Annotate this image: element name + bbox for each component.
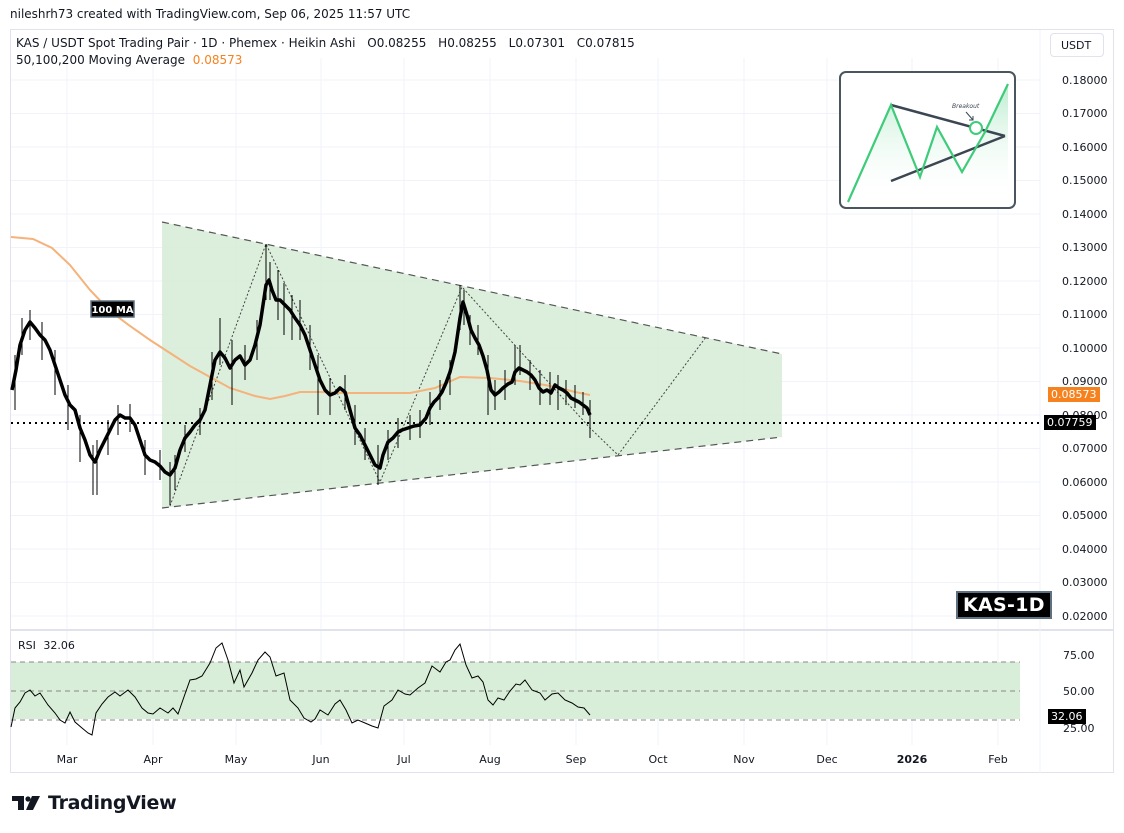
rsi-label-text: RSI	[18, 639, 36, 652]
ohlc-low: L0.07301	[508, 36, 565, 50]
price-tick: 0.11000	[1062, 308, 1108, 321]
rsi-tick: 25.00	[1063, 722, 1095, 735]
tradingview-logo[interactable]: TradingView	[12, 792, 177, 814]
rsi-tick: 75.00	[1063, 649, 1095, 662]
price-tick: 0.06000	[1062, 476, 1108, 489]
price-tick: 0.03000	[1062, 576, 1108, 589]
time-axis[interactable]: Mar Apr May Jun Jul Aug Sep Oct Nov Dec …	[57, 753, 1008, 766]
time-label: Mar	[57, 753, 78, 766]
price-tick: 0.07000	[1062, 442, 1108, 455]
price-tick: 0.02000	[1062, 610, 1108, 623]
rsi-axis[interactable]: 75.00 50.00 25.00	[1063, 649, 1095, 735]
ohlc-close: C0.07815	[576, 36, 635, 50]
price-tick: 0.04000	[1062, 543, 1108, 556]
price-tick: 0.15000	[1062, 174, 1108, 187]
price-tick: 0.09000	[1062, 375, 1108, 388]
time-label: May	[225, 753, 248, 766]
time-label: Oct	[648, 753, 668, 766]
currency-button[interactable]: USDT	[1050, 33, 1104, 57]
ma-indicator-value: 0.08573	[192, 53, 243, 67]
time-label: Dec	[816, 753, 837, 766]
time-label: Sep	[566, 753, 587, 766]
inset-diagram: Breakout	[839, 71, 1016, 209]
time-label: Nov	[733, 753, 755, 766]
symbol-watermark: KAS-1D	[956, 591, 1052, 619]
time-label: Apr	[143, 753, 163, 766]
time-label: Jun	[311, 753, 329, 766]
chart-credit: nileshrh73 created with TradingView.com,…	[10, 7, 411, 21]
symbol-title[interactable]: KAS / USDT Spot Trading Pair · 1D · Phem…	[16, 36, 356, 50]
tradingview-logo-icon	[12, 796, 40, 810]
price-tick: 0.12000	[1062, 275, 1108, 288]
upper-trendline[interactable]	[161, 221, 783, 355]
rsi-levels	[11, 661, 1020, 721]
ma-indicator-label[interactable]: 50,100,200 Moving Average	[16, 53, 185, 67]
ohlc-high: H0.08255	[438, 36, 497, 50]
rsi-tick: 50.00	[1063, 685, 1095, 698]
price-axis[interactable]: 0.18000 0.17000 0.16000 0.15000 0.14000 …	[1062, 74, 1108, 623]
rsi-label-value: 32.06	[43, 639, 75, 652]
triangle-pattern[interactable]	[162, 222, 782, 508]
inset-breakout-label: Breakout	[952, 103, 980, 110]
price-tick: 0.05000	[1062, 509, 1108, 522]
time-label: 2026	[897, 753, 928, 766]
rsi-value-tag: 32.06	[1048, 709, 1086, 724]
lower-trendline[interactable]	[161, 436, 783, 509]
candlesticks[interactable]	[10, 244, 592, 505]
price-tick: 0.17000	[1062, 107, 1108, 120]
price-tick: 0.16000	[1062, 141, 1108, 154]
price-tick: 0.18000	[1062, 74, 1108, 87]
price-tick: 0.14000	[1062, 208, 1108, 221]
price-tick: 0.13000	[1062, 241, 1108, 254]
ma-price-tag: 0.08573	[1048, 387, 1100, 402]
ohlc-open: O0.08255	[367, 36, 427, 50]
rsi-line[interactable]	[10, 642, 591, 736]
ma-callout-box[interactable]	[90, 300, 135, 318]
ma-callout-text: 100 MA	[91, 305, 133, 316]
price-tick: 0.10000	[1062, 342, 1108, 355]
chart-legend: KAS / USDT Spot Trading Pair · 1D · Phem…	[16, 35, 635, 69]
tradingview-brand: TradingView	[48, 792, 177, 814]
time-label: Feb	[988, 753, 1007, 766]
last-price-tag: 0.07759	[1044, 415, 1096, 430]
time-label: Aug	[479, 753, 500, 766]
time-label: Jul	[396, 753, 410, 766]
rsi-legend[interactable]: RSI 32.06	[18, 639, 75, 652]
